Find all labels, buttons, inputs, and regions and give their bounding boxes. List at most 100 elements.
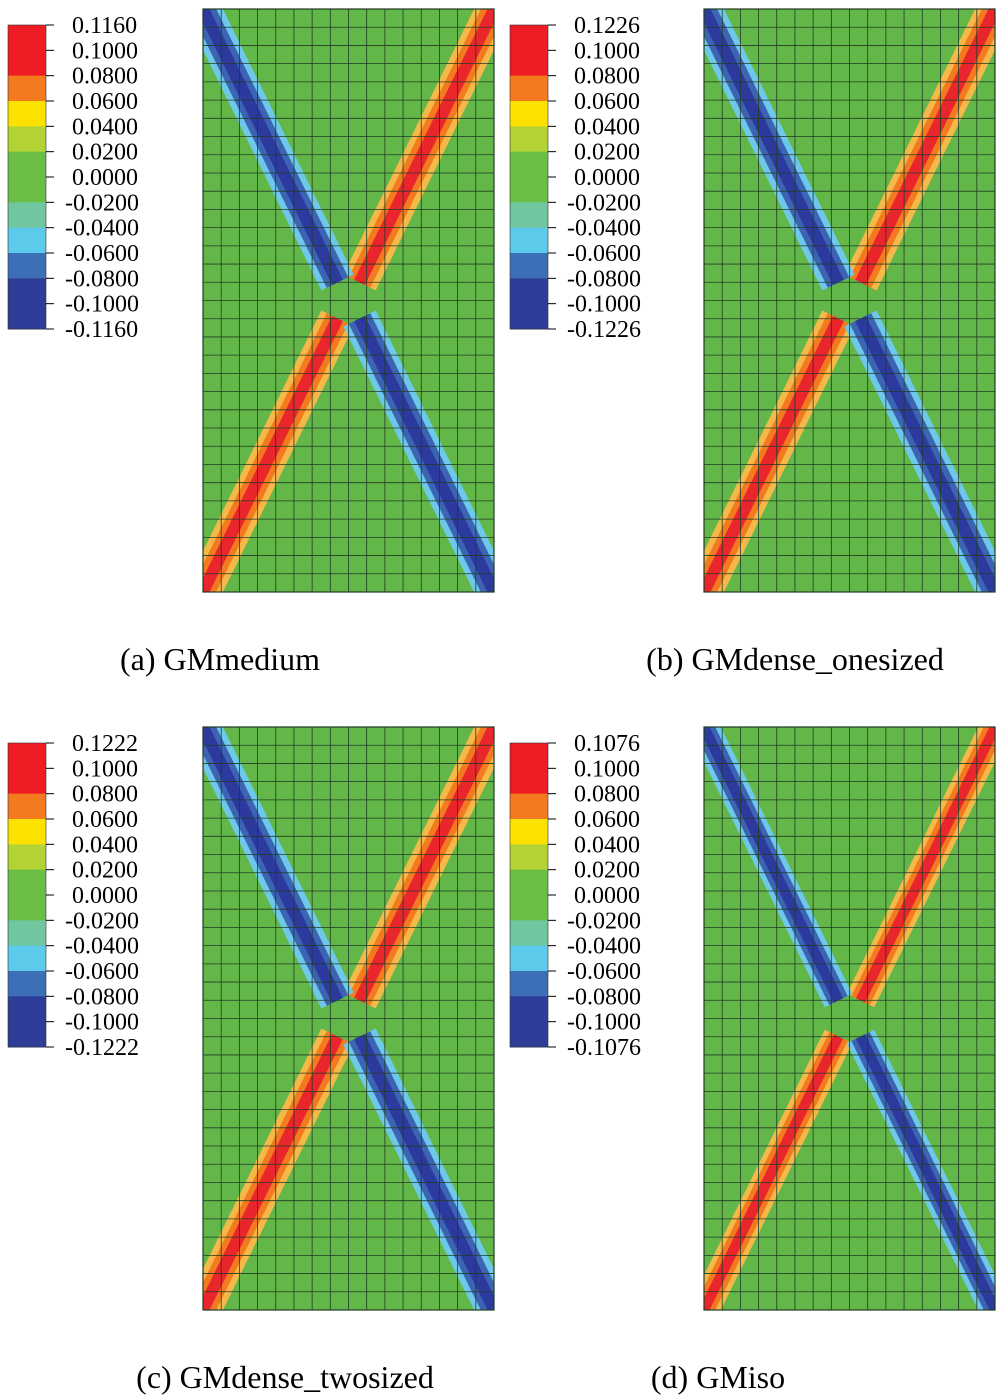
legend-label-10: -0.0600 bbox=[567, 959, 641, 985]
panel-d: 0.10760.10000.08000.06000.04000.02000.00… bbox=[509, 726, 996, 1395]
mesh-grid bbox=[203, 9, 494, 592]
legend-swatch-2 bbox=[8, 768, 46, 795]
legend-swatch-11 bbox=[510, 278, 548, 305]
legend-label-11: -0.0800 bbox=[65, 984, 139, 1010]
legend-label-2: 0.1000 bbox=[72, 38, 138, 64]
legend-label-6: 0.0200 bbox=[574, 858, 640, 884]
legend-d: 0.10760.10000.08000.06000.04000.02000.00… bbox=[509, 731, 641, 1061]
legend-label-1: 0.1160 bbox=[72, 13, 137, 39]
legend-swatch-6 bbox=[8, 869, 46, 896]
legend-label-13: -0.1222 bbox=[65, 1035, 139, 1061]
legend-swatch-2 bbox=[510, 768, 548, 795]
legend-swatch-5 bbox=[510, 844, 548, 871]
caption-b: (b) GMdense_onesized bbox=[646, 641, 944, 677]
legend-label-8: -0.0200 bbox=[567, 908, 641, 934]
panel-b: 0.12260.10000.08000.06000.04000.02000.00… bbox=[509, 8, 996, 677]
legend-b: 0.12260.10000.08000.06000.04000.02000.00… bbox=[509, 13, 641, 343]
legend-swatch-4 bbox=[510, 101, 548, 127]
legend-swatch-10 bbox=[510, 253, 548, 279]
legend-swatch-9 bbox=[510, 227, 548, 254]
shear-bands bbox=[704, 9, 995, 592]
legend-swatch-10 bbox=[510, 971, 548, 997]
legend-label-11: -0.0800 bbox=[65, 266, 139, 292]
legend-swatch-10 bbox=[8, 971, 46, 997]
positive-band-upper-layer-4 bbox=[858, 9, 995, 284]
legend-a: 0.11600.10000.08000.06000.04000.02000.00… bbox=[7, 13, 139, 343]
shear-bands bbox=[704, 727, 995, 1310]
legend-swatch-3 bbox=[8, 75, 46, 102]
legend-swatch-5 bbox=[510, 126, 548, 153]
caption-c: (c) GMdense_twosized bbox=[136, 1359, 434, 1395]
legend-label-7: 0.0000 bbox=[574, 883, 640, 909]
legend-label-12: -0.1000 bbox=[65, 1010, 139, 1036]
legend-label-8: -0.0200 bbox=[65, 908, 139, 934]
legend-swatch-1 bbox=[510, 743, 548, 769]
legend-label-1: 0.1076 bbox=[574, 731, 640, 757]
legend-swatch-1 bbox=[8, 25, 46, 51]
panel-c: 0.12220.10000.08000.06000.04000.02000.00… bbox=[7, 726, 495, 1395]
legend-swatch-3 bbox=[8, 793, 46, 820]
legend-swatch-6 bbox=[8, 151, 46, 178]
caption-a: (a) GMmedium bbox=[120, 641, 320, 677]
legend-swatch-7 bbox=[510, 177, 548, 203]
legend-label-10: -0.0600 bbox=[65, 241, 139, 267]
legend-swatch-6 bbox=[510, 869, 548, 896]
legend-label-4: 0.0600 bbox=[72, 807, 138, 833]
legend-label-1: 0.1226 bbox=[574, 13, 640, 39]
legend-label-11: -0.0800 bbox=[567, 266, 641, 292]
legend-label-13: -0.1076 bbox=[567, 1035, 641, 1061]
legend-label-5: 0.0400 bbox=[72, 832, 138, 858]
legend-label-1: 0.1222 bbox=[72, 731, 138, 757]
negative-band-lower-layer-4 bbox=[858, 317, 995, 592]
positive-band-upper-layer-4 bbox=[858, 727, 995, 1002]
legend-swatch-8 bbox=[8, 920, 46, 947]
legend-label-2: 0.1000 bbox=[574, 756, 640, 782]
legend-swatch-12 bbox=[8, 303, 46, 330]
legend-label-12: -0.1000 bbox=[567, 1010, 641, 1036]
legend-swatch-6 bbox=[510, 151, 548, 178]
negative-band-upper-layer-4 bbox=[203, 727, 340, 1002]
legend-label-3: 0.0800 bbox=[72, 782, 138, 808]
legend-label-8: -0.0200 bbox=[567, 190, 641, 216]
legend-label-6: 0.0200 bbox=[574, 140, 640, 166]
positive-band-lower-layer-4 bbox=[704, 1035, 841, 1310]
legend-label-12: -0.1000 bbox=[567, 292, 641, 318]
positive-band-lower-layer-4 bbox=[203, 317, 340, 592]
legend-label-4: 0.0600 bbox=[72, 89, 138, 115]
legend-swatch-4 bbox=[8, 819, 46, 845]
legend-swatch-12 bbox=[510, 303, 548, 330]
legend-label-2: 0.1000 bbox=[72, 756, 138, 782]
legend-swatch-7 bbox=[8, 177, 46, 203]
legend-swatch-2 bbox=[510, 50, 548, 77]
contour-plot-b bbox=[703, 8, 996, 593]
plot-border bbox=[703, 726, 996, 1311]
positive-band-lower-layer-4 bbox=[704, 317, 841, 592]
legend-swatch-9 bbox=[8, 945, 46, 972]
positive-band-upper-layer-4 bbox=[357, 9, 494, 284]
legend-label-5: 0.0400 bbox=[574, 832, 640, 858]
mesh-grid bbox=[704, 727, 995, 1310]
legend-swatch-7 bbox=[8, 895, 46, 921]
legend-label-11: -0.0800 bbox=[567, 984, 641, 1010]
negative-band-lower-layer-4 bbox=[357, 317, 494, 592]
caption-d: (d) GMiso bbox=[651, 1359, 785, 1395]
positive-band-upper-layer-4 bbox=[357, 727, 494, 1002]
plot-border bbox=[202, 726, 495, 1311]
legend-swatch-1 bbox=[510, 25, 548, 51]
mesh-grid bbox=[203, 727, 494, 1310]
legend-label-7: 0.0000 bbox=[574, 165, 640, 191]
legend-swatch-5 bbox=[8, 844, 46, 871]
legend-swatch-4 bbox=[8, 101, 46, 127]
legend-label-9: -0.0400 bbox=[567, 934, 641, 960]
legend-swatch-11 bbox=[510, 996, 548, 1023]
contour-plot-d bbox=[703, 726, 996, 1311]
legend-swatch-4 bbox=[510, 819, 548, 845]
legend-label-10: -0.0600 bbox=[65, 959, 139, 985]
legend-c: 0.12220.10000.08000.06000.04000.02000.00… bbox=[7, 731, 139, 1061]
legend-label-4: 0.0600 bbox=[574, 89, 640, 115]
plot-border bbox=[202, 8, 495, 593]
legend-swatch-8 bbox=[8, 202, 46, 229]
contour-plot-a bbox=[202, 8, 495, 593]
legend-swatch-11 bbox=[8, 278, 46, 305]
